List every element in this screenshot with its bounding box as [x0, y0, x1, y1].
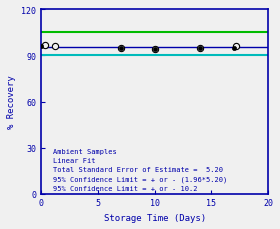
Y-axis label: % Recovery: % Recovery: [7, 75, 16, 129]
X-axis label: Storage Time (Days): Storage Time (Days): [104, 213, 206, 222]
Text: Ambient Samples
Linear Fit
Total Standard Error of Estimate =  5.20
95% Confiden: Ambient Samples Linear Fit Total Standar…: [53, 148, 227, 191]
